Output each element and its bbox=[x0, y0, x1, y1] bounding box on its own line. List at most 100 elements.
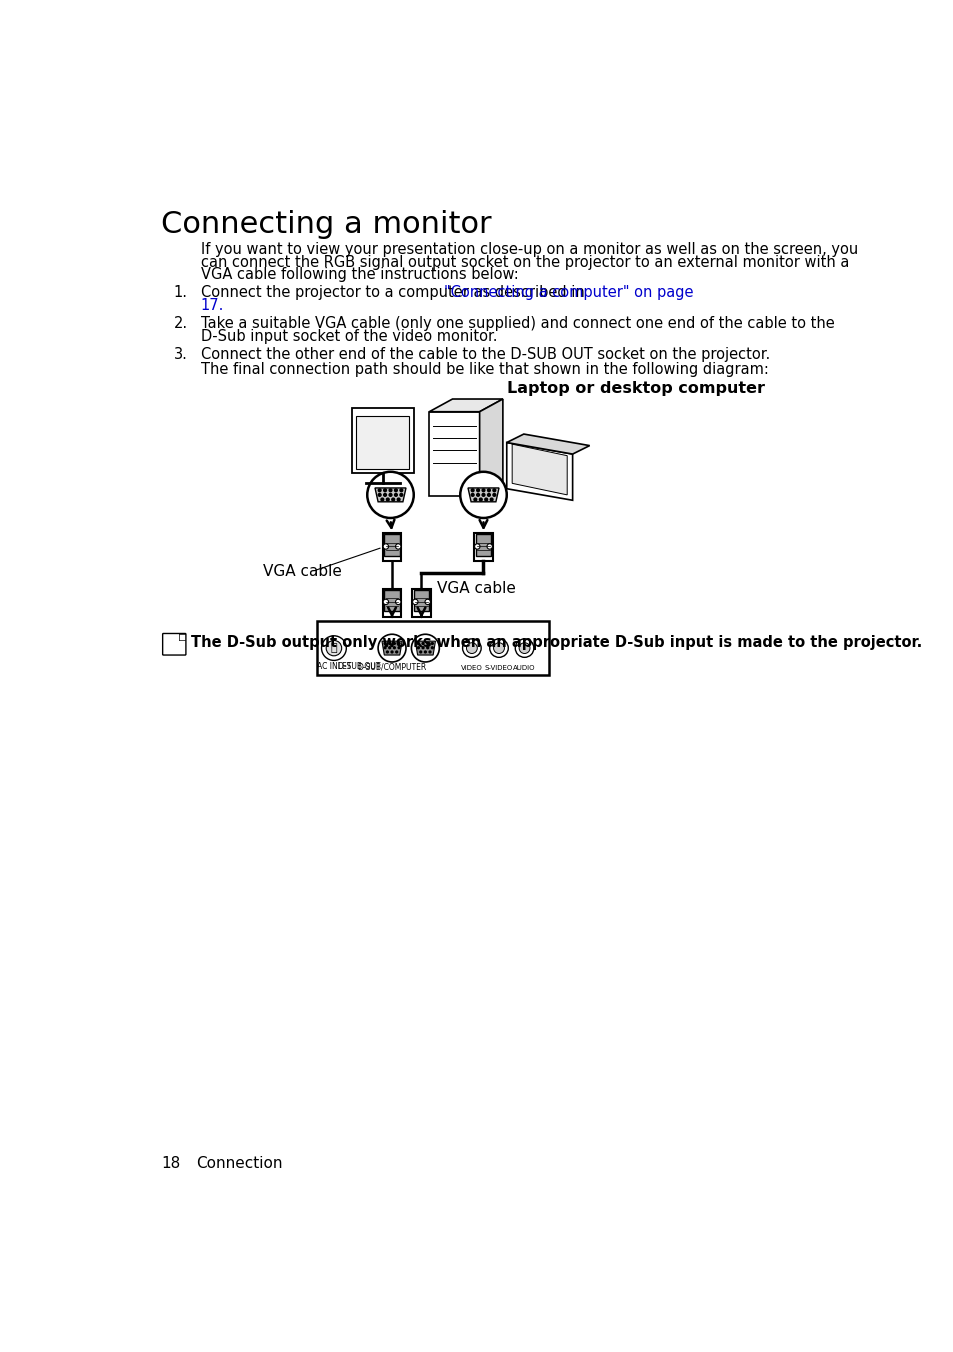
Polygon shape bbox=[479, 399, 502, 496]
FancyBboxPatch shape bbox=[162, 634, 186, 654]
Circle shape bbox=[474, 498, 476, 500]
Circle shape bbox=[380, 498, 383, 500]
Text: Connecting a monitor: Connecting a monitor bbox=[161, 210, 491, 239]
Circle shape bbox=[386, 652, 388, 653]
FancyBboxPatch shape bbox=[474, 534, 493, 561]
Polygon shape bbox=[375, 488, 406, 502]
Circle shape bbox=[493, 493, 496, 496]
Circle shape bbox=[417, 642, 419, 645]
Circle shape bbox=[479, 498, 481, 500]
Circle shape bbox=[397, 642, 399, 645]
Circle shape bbox=[395, 652, 397, 653]
FancyBboxPatch shape bbox=[316, 621, 549, 675]
Circle shape bbox=[431, 646, 433, 649]
Text: Connect the other end of the cable to the D-SUB OUT socket on the projector.: Connect the other end of the cable to th… bbox=[200, 347, 769, 362]
Circle shape bbox=[386, 498, 389, 500]
FancyBboxPatch shape bbox=[414, 589, 429, 611]
Circle shape bbox=[424, 652, 426, 653]
Text: "Connecting a computer" on page: "Connecting a computer" on page bbox=[444, 285, 693, 300]
Circle shape bbox=[474, 544, 479, 549]
Circle shape bbox=[395, 544, 400, 549]
Circle shape bbox=[431, 642, 433, 645]
Text: Laptop or desktop computer: Laptop or desktop computer bbox=[506, 381, 764, 396]
Polygon shape bbox=[429, 412, 479, 496]
Circle shape bbox=[384, 642, 386, 645]
FancyBboxPatch shape bbox=[352, 408, 414, 473]
Circle shape bbox=[389, 489, 392, 492]
Circle shape bbox=[471, 493, 474, 496]
Text: 1.: 1. bbox=[173, 285, 188, 300]
Circle shape bbox=[396, 498, 399, 500]
FancyBboxPatch shape bbox=[412, 589, 431, 617]
Circle shape bbox=[384, 646, 386, 649]
Circle shape bbox=[466, 642, 476, 653]
Polygon shape bbox=[468, 488, 498, 502]
Text: Connect the projector to a computer as described in: Connect the projector to a computer as d… bbox=[200, 285, 588, 300]
Circle shape bbox=[383, 544, 388, 549]
Polygon shape bbox=[512, 445, 567, 495]
Text: D-Sub input socket of the video monitor.: D-Sub input socket of the video monitor. bbox=[200, 329, 497, 343]
Text: Connection: Connection bbox=[195, 1156, 282, 1171]
Circle shape bbox=[429, 652, 431, 653]
FancyBboxPatch shape bbox=[384, 534, 399, 556]
Circle shape bbox=[377, 493, 380, 496]
Circle shape bbox=[424, 599, 430, 604]
Text: S-VIDEO: S-VIDEO bbox=[484, 665, 513, 671]
Polygon shape bbox=[506, 442, 572, 500]
Circle shape bbox=[392, 498, 395, 500]
Polygon shape bbox=[429, 399, 502, 412]
Text: D-SUB/COMPUTER: D-SUB/COMPUTER bbox=[357, 662, 426, 671]
Polygon shape bbox=[381, 641, 402, 654]
Circle shape bbox=[426, 646, 428, 649]
Circle shape bbox=[377, 634, 406, 662]
Circle shape bbox=[487, 493, 490, 496]
Text: 3.: 3. bbox=[173, 347, 187, 362]
Circle shape bbox=[399, 493, 402, 496]
Text: VIDEO: VIDEO bbox=[460, 665, 482, 671]
Circle shape bbox=[393, 642, 395, 645]
FancyBboxPatch shape bbox=[382, 589, 401, 617]
Circle shape bbox=[487, 489, 490, 492]
Circle shape bbox=[326, 641, 341, 656]
Circle shape bbox=[399, 489, 402, 492]
Circle shape bbox=[389, 646, 390, 649]
Circle shape bbox=[481, 489, 484, 492]
Circle shape bbox=[421, 642, 423, 645]
Text: D-SUB OUT: D-SUB OUT bbox=[338, 662, 380, 671]
Circle shape bbox=[377, 489, 380, 492]
Circle shape bbox=[421, 646, 423, 649]
Circle shape bbox=[321, 635, 346, 660]
Circle shape bbox=[489, 639, 508, 657]
FancyBboxPatch shape bbox=[476, 534, 491, 556]
Circle shape bbox=[383, 599, 388, 604]
Circle shape bbox=[393, 646, 395, 649]
Text: Take a suitable VGA cable (only one supplied) and connect one end of the cable t: Take a suitable VGA cable (only one supp… bbox=[200, 316, 834, 331]
Text: 17.: 17. bbox=[200, 297, 224, 312]
Text: The final connection path should be like that shown in the following diagram:: The final connection path should be like… bbox=[200, 362, 768, 377]
Circle shape bbox=[389, 493, 392, 496]
Circle shape bbox=[481, 493, 484, 496]
Circle shape bbox=[486, 544, 492, 549]
Circle shape bbox=[395, 489, 396, 492]
Polygon shape bbox=[415, 641, 435, 654]
Text: AUDIO: AUDIO bbox=[513, 665, 536, 671]
Circle shape bbox=[395, 493, 396, 496]
Text: can connect the RGB signal output socket on the projector to an external monitor: can connect the RGB signal output socket… bbox=[200, 254, 848, 269]
Circle shape bbox=[412, 599, 417, 604]
Circle shape bbox=[383, 489, 386, 492]
Circle shape bbox=[493, 489, 496, 492]
Text: AC INLET: AC INLET bbox=[316, 662, 351, 671]
Polygon shape bbox=[506, 434, 589, 454]
Circle shape bbox=[484, 498, 487, 500]
Text: The D-Sub output only works when an appropriate D-Sub input is made to the proje: The D-Sub output only works when an appr… bbox=[192, 635, 922, 650]
Text: VGA cable following the instructions below:: VGA cable following the instructions bel… bbox=[200, 266, 517, 283]
Circle shape bbox=[397, 646, 399, 649]
Text: VGA cable: VGA cable bbox=[436, 580, 516, 595]
Circle shape bbox=[383, 493, 386, 496]
FancyBboxPatch shape bbox=[384, 589, 399, 611]
Circle shape bbox=[490, 498, 493, 500]
Text: 18: 18 bbox=[161, 1156, 180, 1171]
Circle shape bbox=[391, 652, 393, 653]
Circle shape bbox=[426, 642, 428, 645]
Circle shape bbox=[476, 489, 479, 492]
